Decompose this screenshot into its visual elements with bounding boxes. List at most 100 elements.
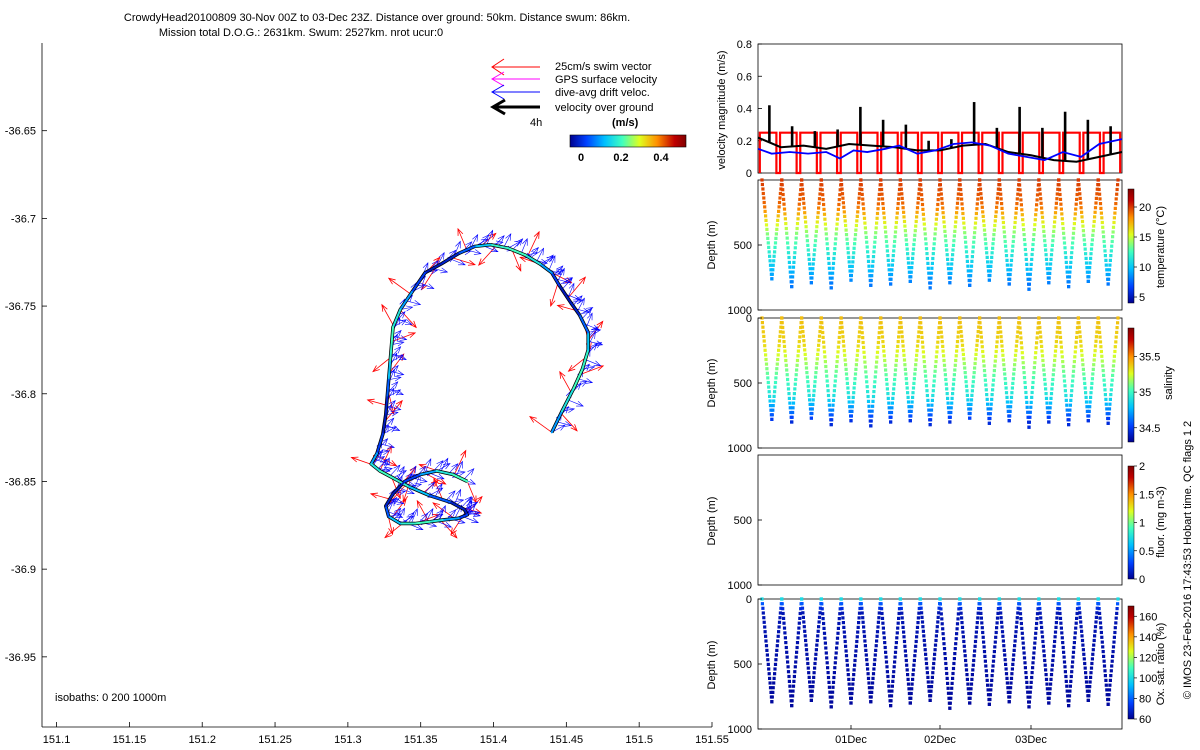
data-point	[964, 250, 969, 254]
data-point	[946, 401, 950, 405]
drift-vector-head	[449, 509, 457, 517]
data-point	[1045, 687, 1049, 691]
data-point	[944, 666, 948, 671]
drift-vector-shaft	[539, 256, 554, 265]
data-point	[920, 330, 924, 335]
data-point	[1099, 206, 1103, 210]
data-point	[777, 620, 782, 624]
data-point	[962, 226, 966, 230]
data-point	[920, 198, 924, 202]
data-point	[1083, 386, 1087, 390]
data-point	[1090, 381, 1094, 385]
data-point	[1052, 644, 1056, 648]
data-point	[1052, 368, 1056, 372]
data-point	[770, 417, 774, 421]
data-point	[875, 350, 880, 354]
data-point	[876, 207, 880, 211]
data-point	[1069, 674, 1073, 679]
data-point	[972, 235, 976, 239]
data-point	[788, 689, 792, 693]
data-point	[1109, 254, 1113, 258]
drift-vector-shaft	[410, 508, 418, 524]
data-point	[1073, 212, 1077, 216]
data-point	[877, 336, 881, 340]
data-point	[969, 407, 973, 411]
depth-y-tick-label: 1000	[728, 580, 752, 592]
data-point	[1107, 277, 1111, 281]
data-point	[979, 330, 983, 334]
data-point	[1077, 321, 1081, 325]
data-point	[835, 355, 840, 359]
data-point	[1051, 377, 1055, 382]
data-point	[994, 214, 998, 218]
data-point	[869, 424, 873, 428]
data-point	[831, 261, 836, 265]
data-point	[1103, 669, 1107, 673]
data-point	[856, 210, 860, 214]
data-point	[922, 355, 926, 359]
drift-vector-head	[398, 465, 405, 474]
data-point	[914, 358, 918, 362]
data-point	[867, 409, 871, 413]
swim-vector-shaft	[527, 231, 540, 257]
data-point	[1000, 202, 1004, 206]
data-point	[845, 377, 849, 381]
data-point	[787, 260, 791, 264]
data-point	[839, 597, 843, 601]
data-point	[822, 340, 826, 344]
data-point	[933, 227, 938, 231]
drift-vector-head	[480, 238, 489, 245]
data-point	[913, 233, 917, 237]
data-point	[943, 657, 947, 661]
drift-vector	[567, 282, 575, 299]
drift-vector	[466, 503, 477, 514]
data-point	[904, 377, 908, 381]
drift-vector-head	[579, 380, 588, 387]
data-point	[1084, 675, 1088, 679]
data-point	[912, 381, 916, 385]
data-point	[1012, 230, 1016, 234]
data-point	[823, 217, 827, 221]
data-point	[1027, 282, 1031, 286]
data-point	[885, 382, 889, 386]
data-point	[897, 197, 901, 201]
data-point	[1005, 681, 1009, 685]
drift-vector-shaft	[396, 466, 405, 481]
swim-vector-shaft	[568, 356, 587, 372]
drift-vector	[398, 487, 415, 495]
data-point	[1107, 407, 1112, 411]
data-point	[941, 627, 945, 631]
data-point	[867, 264, 871, 268]
data-point	[772, 399, 776, 403]
data-point	[826, 675, 831, 680]
data-point	[964, 384, 969, 388]
data-point	[980, 621, 984, 625]
drift-vector-head	[435, 487, 444, 494]
data-point	[924, 384, 929, 388]
data-point	[812, 671, 816, 675]
salinity-colorbar	[1127, 327, 1135, 443]
track-segment	[581, 348, 590, 371]
data-point	[1075, 335, 1079, 339]
data-point	[1039, 621, 1043, 625]
data-point	[940, 340, 944, 344]
data-point	[1114, 621, 1118, 625]
data-point	[994, 210, 998, 214]
drift-vector-shaft	[585, 359, 601, 366]
data-point	[778, 611, 782, 615]
data-point	[774, 371, 778, 375]
drift-legend-icon	[491, 84, 540, 100]
data-point	[830, 276, 834, 280]
drift-vector-head	[393, 375, 402, 382]
data-point	[995, 345, 999, 349]
drift-vector-shaft	[572, 295, 583, 306]
data-point	[1014, 206, 1018, 210]
swim-vector	[379, 445, 392, 471]
data-point	[965, 255, 969, 259]
data-point	[1030, 257, 1034, 261]
data-point	[985, 397, 989, 401]
data-point	[1084, 671, 1088, 675]
drift-vector-shaft	[486, 230, 493, 246]
data-point	[917, 192, 921, 196]
data-point	[1009, 395, 1014, 399]
